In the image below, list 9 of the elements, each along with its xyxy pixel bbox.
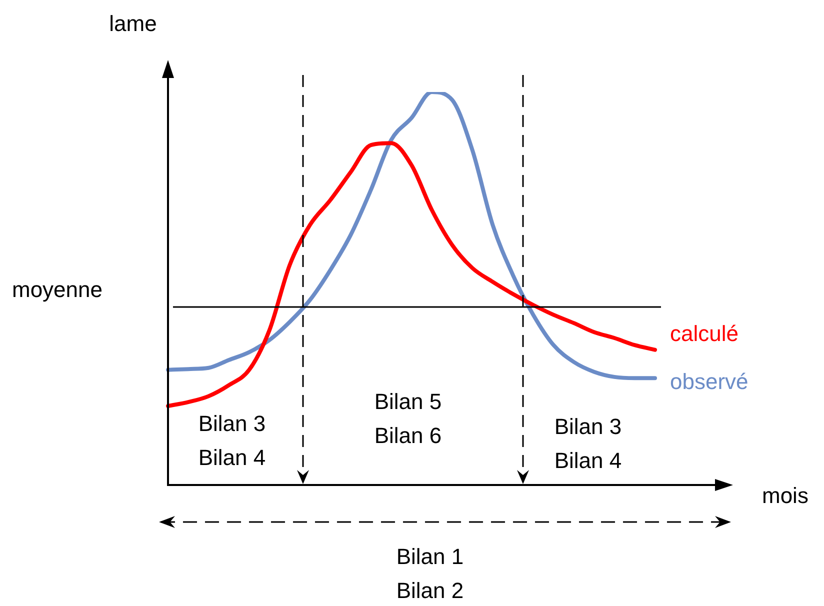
series-label: observé [670,369,748,394]
x-axis-title: mois [762,483,808,508]
annotation: Bilan 5 Bilan 6 [373,388,443,450]
y-axis-title: lame [109,11,157,36]
annotation: Bilan 3 Bilan 4 [553,413,623,475]
annotation: Bilan 3 Bilan 4 [197,410,267,472]
text: Bilan 1 Bilan 2 [395,543,465,605]
ref-line-label: moyenne [12,277,103,302]
series-label: calculé [670,320,738,346]
